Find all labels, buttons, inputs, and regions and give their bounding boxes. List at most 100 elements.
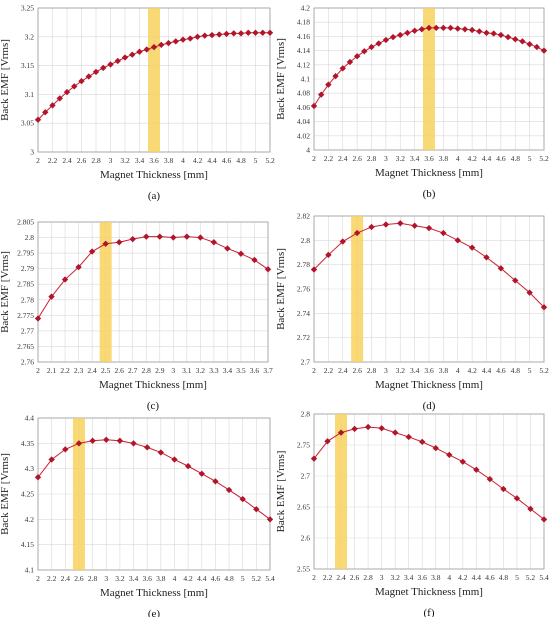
data-point bbox=[179, 36, 187, 43]
x-tick-label: 3.2 bbox=[396, 366, 406, 375]
y-tick-label: 4.1 bbox=[301, 75, 311, 84]
x-tick-label: 5 bbox=[254, 156, 258, 165]
data-point bbox=[540, 304, 548, 311]
data-point bbox=[115, 239, 123, 246]
x-tick-label: 4.8 bbox=[511, 154, 521, 163]
y-tick-label: 2.55 bbox=[297, 565, 310, 574]
x-tick-label: 5 bbox=[241, 574, 245, 583]
data-point bbox=[237, 250, 245, 257]
x-tick-label: 2 bbox=[312, 154, 316, 163]
x-tick-label: 5 bbox=[528, 366, 532, 375]
panel-label: (b) bbox=[423, 188, 436, 200]
data-point bbox=[183, 233, 191, 240]
x-tick-label: 4.2 bbox=[193, 156, 203, 165]
x-tick-label: 5.2 bbox=[526, 573, 536, 582]
data-point bbox=[34, 315, 42, 322]
x-tick-label: 3.4 bbox=[404, 573, 414, 582]
x-tick-label: 4.4 bbox=[482, 154, 492, 163]
y-axis-label: Back EMF [Vrms] bbox=[0, 251, 11, 333]
x-tick-label: 3.4 bbox=[135, 156, 145, 165]
y-tick-label: 2.74 bbox=[297, 309, 310, 318]
data-point bbox=[34, 474, 42, 481]
highlight-band bbox=[423, 8, 435, 150]
data-point bbox=[389, 33, 397, 41]
data-point bbox=[461, 26, 469, 33]
x-tick-label: 2.6 bbox=[77, 156, 87, 165]
x-tick-label: 2.8 bbox=[367, 154, 377, 163]
x-tick-label: 4.2 bbox=[467, 154, 477, 163]
data-point bbox=[404, 29, 411, 37]
x-tick-label: 3.8 bbox=[439, 154, 449, 163]
data-point bbox=[310, 455, 318, 462]
highlight-band bbox=[351, 216, 364, 362]
data-point bbox=[107, 61, 114, 68]
x-tick-label: 3.6 bbox=[424, 154, 434, 163]
data-point bbox=[459, 458, 467, 465]
panel-label: (a) bbox=[148, 190, 161, 202]
data-point bbox=[324, 438, 331, 445]
x-tick-label: 2.1 bbox=[47, 366, 57, 375]
data-point bbox=[513, 495, 521, 502]
x-tick-label: 3.7 bbox=[263, 366, 273, 375]
data-point bbox=[425, 224, 433, 232]
y-tick-label: 3 bbox=[30, 148, 34, 157]
data-point bbox=[42, 109, 49, 116]
data-point bbox=[75, 440, 83, 447]
data-point bbox=[156, 233, 163, 240]
data-point bbox=[540, 47, 548, 54]
x-tick-label: 4.6 bbox=[222, 156, 232, 165]
data-point bbox=[184, 462, 192, 470]
data-point bbox=[325, 251, 332, 259]
data-point bbox=[225, 486, 233, 494]
x-tick-label: 4 bbox=[181, 156, 185, 165]
data-point bbox=[266, 516, 274, 523]
x-tick-label: 4.8 bbox=[511, 366, 521, 375]
data-point bbox=[382, 221, 390, 228]
y-tick-label: 4.2 bbox=[25, 515, 35, 524]
data-point bbox=[62, 446, 69, 453]
x-tick-label: 2.4 bbox=[61, 574, 71, 583]
data-point bbox=[419, 438, 426, 446]
x-tick-label: 2.6 bbox=[114, 366, 124, 375]
data-point bbox=[500, 485, 507, 493]
data-point bbox=[325, 81, 332, 88]
data-point bbox=[48, 293, 55, 300]
x-tick-label: 3.4 bbox=[223, 366, 233, 375]
data-point bbox=[158, 41, 165, 49]
data-point bbox=[476, 28, 483, 35]
x-tick-label: 2.4 bbox=[336, 573, 346, 582]
data-point bbox=[364, 423, 372, 431]
data-point bbox=[317, 91, 325, 98]
x-tick-label: 4.8 bbox=[236, 156, 246, 165]
data-point bbox=[129, 51, 136, 58]
data-point bbox=[172, 38, 179, 45]
panel-label: (e) bbox=[148, 608, 161, 617]
data-point bbox=[230, 30, 237, 37]
y-tick-label: 4.02 bbox=[297, 131, 310, 140]
data-point bbox=[216, 31, 223, 38]
y-tick-label: 2.72 bbox=[297, 333, 310, 342]
y-axis-label: Back EMF [Vrms] bbox=[275, 248, 287, 330]
x-tick-label: 2.8 bbox=[91, 156, 101, 165]
panel-label: (c) bbox=[147, 400, 160, 412]
x-tick-label: 4.6 bbox=[485, 573, 495, 582]
y-tick-label: 2.775 bbox=[17, 311, 34, 320]
y-tick-label: 2.79 bbox=[21, 264, 34, 273]
data-point bbox=[48, 456, 55, 463]
y-tick-label: 2.65 bbox=[297, 503, 310, 512]
data-point bbox=[210, 239, 218, 246]
data-point bbox=[103, 436, 110, 443]
y-tick-label: 4.15 bbox=[21, 540, 34, 549]
x-tick-label: 2.6 bbox=[350, 573, 360, 582]
y-tick-label: 2.78 bbox=[21, 295, 34, 304]
x-tick-label: 4.6 bbox=[211, 574, 221, 583]
y-tick-label: 3.1 bbox=[25, 90, 35, 99]
data-point bbox=[85, 73, 92, 80]
data-point bbox=[224, 245, 231, 252]
y-tick-label: 2.8 bbox=[301, 410, 311, 419]
x-tick-label: 5.4 bbox=[265, 574, 275, 583]
data-point bbox=[339, 238, 346, 245]
series-line bbox=[313, 426, 545, 520]
data-point bbox=[361, 48, 368, 55]
